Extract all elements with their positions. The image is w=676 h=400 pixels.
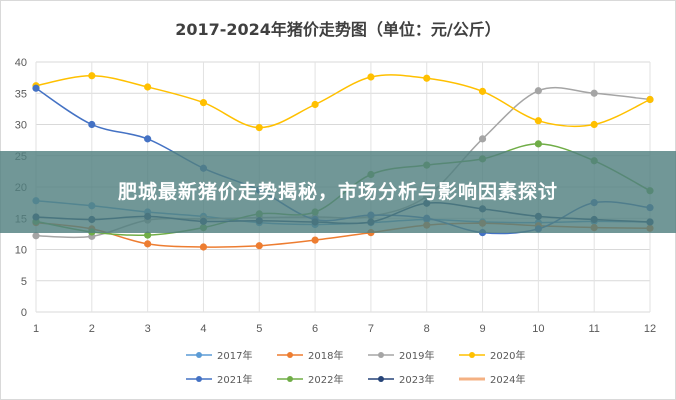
data-point	[311, 236, 319, 244]
data-point	[199, 243, 208, 251]
data-point	[199, 99, 208, 107]
legend-label: 2017年	[217, 349, 252, 362]
data-point	[144, 240, 152, 248]
legend-marker	[378, 352, 384, 358]
data-point	[590, 120, 598, 129]
y-tick-label: 5	[21, 276, 27, 288]
headline-text: 肥城最新猪价走势揭秘，市场分析与影响因素探讨	[117, 180, 558, 203]
legend-marker	[196, 352, 202, 358]
legend-item: 2019年	[368, 349, 434, 362]
legend-label: 2018年	[308, 349, 343, 362]
legend: 2017年 2018年 2019年 2020年 2021年 2022年 2023年 2024年	[186, 349, 525, 386]
legend-label: 2019年	[399, 349, 434, 362]
data-point	[423, 74, 431, 82]
x-tick-label: 6	[312, 323, 318, 335]
data-point	[534, 87, 542, 95]
legend-item: 2022年	[277, 373, 343, 386]
legend-item: 2018年	[277, 349, 343, 362]
legend-item: 2020年	[459, 349, 525, 362]
x-tick-label: 4	[200, 323, 206, 335]
data-point	[590, 89, 598, 97]
x-tick-label: 12	[644, 323, 656, 335]
data-point	[255, 124, 263, 132]
data-point	[534, 140, 542, 148]
x-tick-label: 8	[424, 323, 430, 335]
y-tick-label: 35	[15, 88, 27, 100]
data-point	[311, 100, 319, 109]
data-point	[534, 117, 542, 125]
legend-label: 2020年	[490, 349, 525, 362]
x-tick-label: 7	[368, 323, 374, 335]
headline-banner: 肥城最新猪价走势揭秘，市场分析与影响因素探讨	[0, 151, 676, 233]
data-point	[478, 135, 487, 143]
legend-item: 2023年	[368, 373, 434, 386]
y-tick-label: 40	[15, 57, 27, 69]
x-tick-label: 11	[588, 323, 599, 335]
x-tick-label: 2	[89, 323, 95, 335]
legend-marker	[287, 352, 293, 358]
legend-label: 2024年	[490, 373, 525, 386]
data-point	[32, 84, 40, 92]
data-point	[144, 231, 152, 239]
data-point	[255, 242, 263, 250]
series-2020年	[32, 72, 654, 132]
legend-marker	[469, 352, 475, 358]
y-tick-label: 0	[21, 307, 27, 319]
x-tick-label: 3	[145, 323, 151, 335]
legend-item: 2021年	[186, 373, 252, 386]
legend-label: 2023年	[399, 373, 434, 386]
x-tick-label: 10	[532, 323, 544, 335]
data-point	[646, 95, 654, 104]
data-point	[88, 72, 96, 80]
data-point	[88, 120, 96, 129]
data-point	[144, 83, 152, 91]
y-tick-label: 30	[15, 120, 27, 132]
chart-title: 2017-2024年猪价走势图（单位：元/公斤）	[175, 20, 501, 39]
legend-item: 2024年	[459, 373, 525, 386]
x-tick-label: 1	[33, 323, 39, 335]
data-point	[32, 232, 40, 240]
legend-marker	[287, 376, 293, 382]
y-tick-label: 10	[15, 245, 27, 257]
x-tick-label: 5	[256, 323, 262, 335]
data-point	[144, 135, 152, 143]
legend-label: 2022年	[308, 373, 343, 386]
legend-marker	[378, 376, 384, 382]
data-point	[478, 87, 487, 95]
data-point	[367, 73, 375, 81]
legend-item: 2017年	[186, 349, 252, 362]
legend-marker	[196, 376, 202, 382]
x-tick-label: 9	[479, 323, 485, 335]
legend-label: 2021年	[217, 373, 252, 386]
